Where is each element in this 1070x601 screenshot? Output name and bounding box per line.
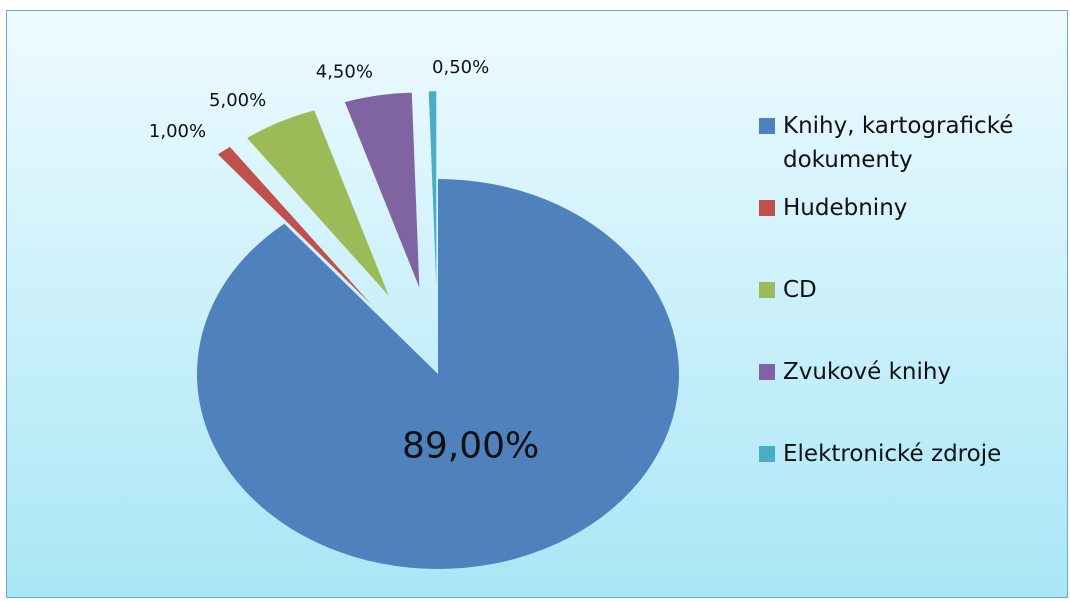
legend-label: Knihy, kartografické dokumenty [783,113,1014,173]
legend-swatch [759,364,775,380]
chart: 89,00% 1,00%5,00% 4,50% 0,50% [149,57,679,570]
legend-item: Hudebniny [759,191,1067,273]
pie-slice [247,110,389,296]
data-label: 89,00% [402,425,539,466]
data-label: 1,00% [149,121,206,142]
pie-slice [344,92,420,288]
legend-label: CD [783,277,817,303]
legend-item: Elektronické zdroje [759,437,1067,519]
legend-item: Knihy, kartografické dokumenty [759,109,1067,191]
pie-slice [217,146,372,305]
data-label: 4,50% [316,61,373,82]
legend-label: Elektronické zdroje [783,441,1002,467]
legend-swatch [759,118,775,134]
legend-swatch [759,282,775,298]
chart-area: 89,00% 1,00% 5,00% 4,50% 0,50% Knihy, kartog… [6,10,1068,598]
legend: Knihy, kartografické dokumenty Hudebniny C… [759,109,1067,519]
legend-item: Zvukové knihy [759,355,1067,437]
legend-item: CD [759,273,1067,355]
pie-slice [196,179,679,570]
data-label: 0,50% [432,57,489,78]
data-label: 5,00% [209,90,266,111]
legend-swatch [759,446,775,462]
legend-label: Zvukové knihy [783,359,952,385]
legend-swatch [759,200,775,216]
pie-slice [428,91,437,287]
legend-label: Hudebniny [783,195,908,221]
